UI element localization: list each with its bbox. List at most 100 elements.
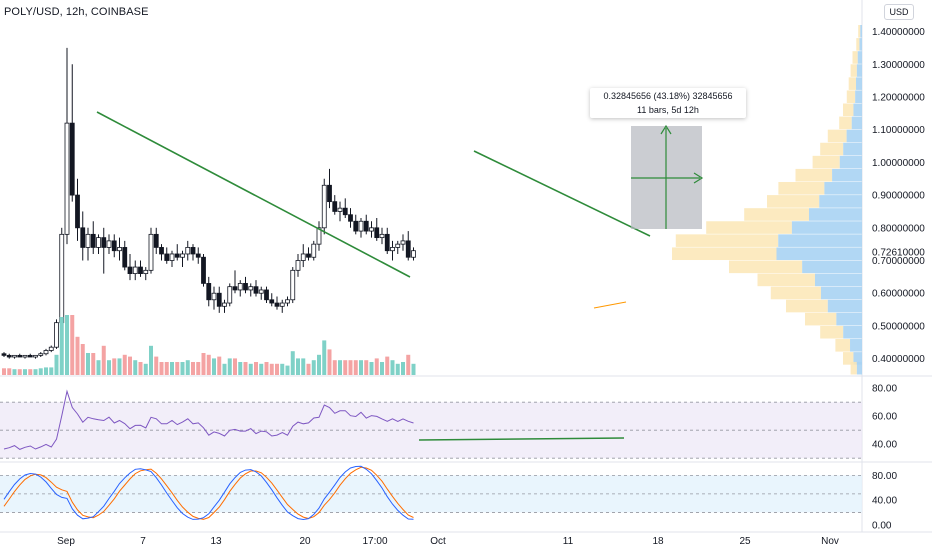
time-tick-label: 13 — [210, 536, 222, 547]
volume-bar — [17, 369, 22, 375]
volume-bar — [280, 363, 285, 375]
price-tick-label: 1.00000000 — [872, 158, 925, 169]
volume-profile-bar — [839, 116, 852, 130]
volume-profile-bar — [827, 129, 847, 143]
volume-bar — [212, 358, 216, 375]
volume-profile-bar — [839, 155, 862, 169]
candle-body — [195, 253, 201, 258]
volume-bar — [175, 362, 180, 375]
stoch-d-line — [3, 466, 414, 520]
volume-bar — [117, 358, 122, 375]
volume-bar — [65, 315, 69, 375]
candle-body — [111, 240, 117, 252]
volume-profile-bar — [791, 221, 862, 234]
candle-body — [27, 354, 33, 358]
volume-bar — [285, 365, 290, 375]
time-tick-label: Sep — [57, 536, 75, 547]
candle-body — [38, 353, 44, 356]
volume-bar — [23, 369, 27, 375]
volume-bar — [196, 362, 201, 375]
candle-body — [180, 253, 185, 258]
candle-body — [285, 299, 290, 304]
candle-body — [311, 243, 317, 258]
volume-profile-bar — [843, 325, 862, 339]
symbol-title: POLY/USD, 12h, COINBASE — [4, 6, 149, 18]
volume-bar — [385, 356, 390, 375]
candle-body — [54, 322, 59, 348]
candle-body — [122, 247, 128, 268]
volume-profile-bar — [836, 312, 862, 326]
candle-body — [232, 286, 238, 291]
volume-bar — [54, 354, 59, 375]
volume-bar — [311, 360, 316, 375]
time-tick-label: 25 — [739, 536, 751, 547]
measure-tooltip: 0.32845656 (43.18%) 32845656 11 bars, 5d… — [590, 88, 746, 118]
volume-bar — [338, 360, 342, 375]
volume-profile-bar — [767, 195, 820, 208]
volume-bar — [406, 354, 411, 375]
time-tick-label: 7 — [140, 536, 146, 547]
volume-profile-bar — [729, 260, 803, 274]
volume-bar — [401, 362, 405, 375]
volume-bar — [248, 363, 253, 375]
candle-body — [43, 350, 49, 355]
price-tick-label: 0.40000000 — [872, 354, 925, 365]
volume-profile-bar — [672, 247, 777, 261]
volume-bar — [332, 360, 337, 375]
volume-bar — [38, 368, 43, 375]
volume-profile-bar — [843, 352, 854, 365]
volume-bar — [149, 345, 153, 375]
candle-body — [185, 247, 191, 255]
volume-profile-bar — [776, 247, 862, 261]
candle-body — [96, 237, 101, 248]
price-tick-label: 1.30000000 — [872, 60, 925, 71]
candle-body — [279, 302, 285, 307]
volume-profile-bar — [805, 312, 837, 326]
candle-body — [148, 233, 154, 271]
volume-bar — [290, 351, 295, 375]
volume-bar — [327, 349, 332, 375]
volume-bar — [143, 363, 148, 375]
candle-body — [17, 354, 23, 358]
volume-bar — [264, 362, 269, 375]
volume-bar — [206, 354, 211, 375]
volume-bar — [343, 360, 348, 375]
volume-bar — [185, 360, 190, 375]
volume-bar — [233, 358, 237, 375]
candle-body — [201, 256, 206, 284]
candle-body — [327, 184, 332, 203]
volume-bar — [259, 363, 264, 375]
volume-profile-bar — [858, 25, 861, 38]
volume-bar — [44, 367, 48, 375]
currency-button[interactable]: USD — [884, 4, 914, 20]
time-tick-label: 17:00 — [362, 536, 387, 547]
volume-bar — [238, 362, 243, 375]
candle-body — [1, 353, 7, 356]
candle-body — [295, 260, 301, 271]
candle-body — [374, 227, 380, 239]
volume-profile-bar — [850, 361, 857, 375]
volume-bar — [154, 356, 159, 375]
volume-profile-bar — [706, 221, 792, 234]
volume-bar — [374, 358, 379, 375]
candle-body — [153, 233, 159, 248]
candle-body — [12, 354, 17, 358]
volume-bar — [2, 368, 6, 375]
volume-bar — [217, 356, 222, 375]
volume-profile-bar — [852, 51, 858, 64]
candle-body — [22, 354, 28, 358]
candle-body — [337, 207, 343, 212]
candle-body — [159, 247, 164, 255]
volume-profile-bar — [778, 234, 862, 247]
volume-bar — [164, 362, 169, 375]
rsi-line — [3, 389, 414, 450]
volume-profile-bar — [770, 286, 821, 300]
candle-body — [300, 253, 306, 261]
candle-body — [332, 201, 338, 212]
volume-profile-bar — [848, 77, 857, 90]
candle-body — [90, 233, 96, 248]
candle-body — [127, 266, 133, 274]
candle-body — [253, 286, 259, 294]
